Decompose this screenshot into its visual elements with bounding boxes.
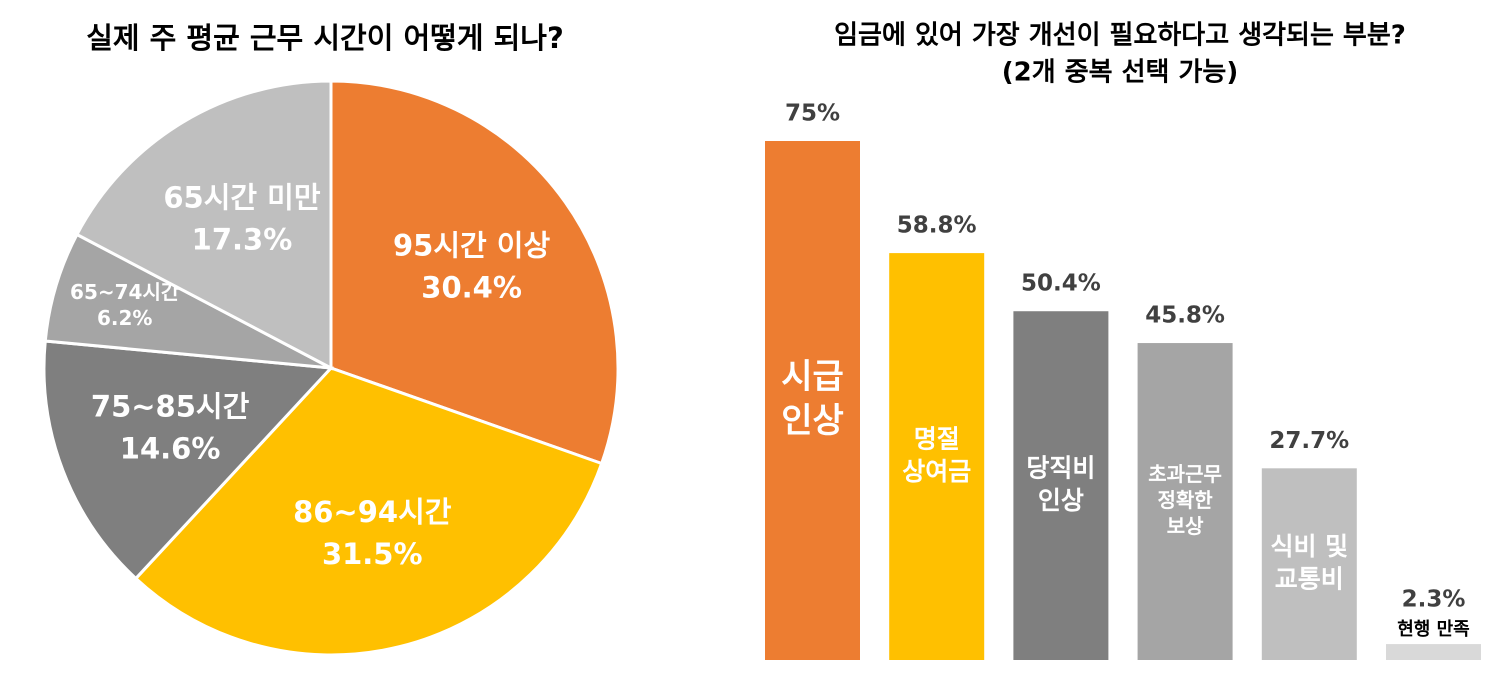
bar-value: 75% (785, 101, 840, 127)
bar-category: 교통비 (1275, 564, 1344, 593)
slice-value: 17.3% (192, 223, 293, 257)
bar-category: 시급 (781, 357, 844, 397)
slice-label: 95시간 이상 (393, 229, 550, 263)
bar-category: 보상 (1167, 514, 1204, 538)
bar-subtitle: (2개 중복 선택 가능) (1002, 58, 1238, 88)
slice-label: 65시간 미만 (163, 181, 320, 215)
slice-label: 86~94시간 (293, 495, 452, 529)
bar (1013, 311, 1109, 660)
bar (1261, 468, 1357, 660)
bar-category: 현행 만족 (1397, 619, 1470, 640)
bar-category: 인상 (1038, 486, 1084, 515)
bar-category: 당직비 (1026, 453, 1095, 482)
bar-category: 인상 (781, 401, 844, 441)
slice-label: 65~74시간 (70, 280, 180, 304)
bar (1386, 644, 1481, 660)
bar-value: 2.3% (1402, 587, 1466, 613)
slice-label: 75~85시간 (91, 389, 250, 423)
bar-category: 식비 및 (1270, 532, 1348, 561)
bar-value: 45.8% (1145, 303, 1225, 329)
pie-slice (133, 366, 604, 657)
bar-category: 상여금 (902, 457, 971, 486)
bar-category: 정확한 (1157, 488, 1213, 512)
bar-category: 초과근무 (1148, 462, 1222, 486)
bar-title: 임금에 있어 가장 개선이 필요하다고 생각되는 부분? (834, 21, 1406, 51)
pie-slice (74, 79, 333, 371)
bar (889, 253, 985, 660)
pie-slice (329, 79, 620, 466)
slice-value: 14.6% (120, 431, 221, 465)
bar (1137, 343, 1233, 660)
bar-category: 명절 (914, 424, 960, 453)
slice-value: 30.4% (421, 271, 522, 305)
bar-value: 50.4% (1021, 271, 1101, 297)
bar (765, 141, 860, 660)
slice-value: 31.5% (322, 537, 423, 571)
pie-title: 실제 주 평균 근무 시간이 어떻게 되나? (86, 21, 564, 55)
slice-value: 6.2% (97, 306, 152, 330)
bar-value: 27.7% (1269, 428, 1349, 454)
pie-slice (42, 339, 335, 581)
bar-value: 58.8% (897, 213, 977, 239)
